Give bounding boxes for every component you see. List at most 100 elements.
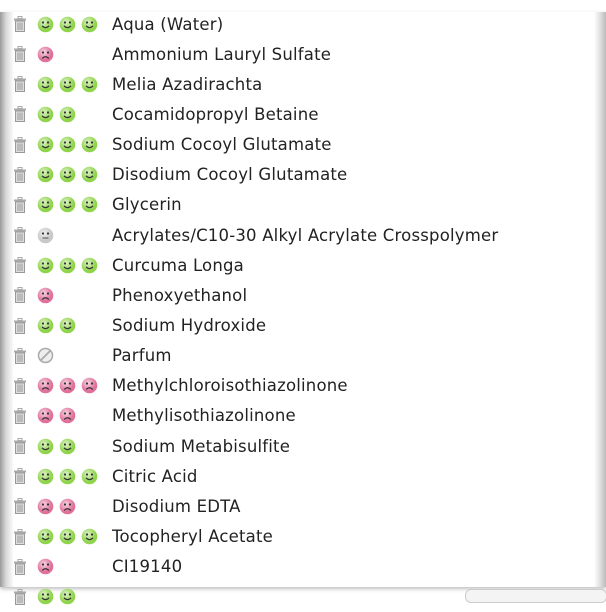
ingredient-row: Disodium EDTA: [0, 491, 600, 521]
ingredient-row: Tocopheryl Acetate: [0, 522, 600, 552]
trash-icon[interactable]: [13, 166, 27, 183]
smiley-bad-icon: [37, 407, 54, 424]
ingredient-name[interactable]: CI19140: [112, 557, 183, 577]
ingredient-name[interactable]: Glycerin: [112, 195, 182, 215]
ingredient-name[interactable]: Phenoxyethanol: [112, 285, 248, 305]
smiley-bad-icon: [37, 498, 54, 515]
ingredient-row: Parfum: [0, 341, 600, 371]
smiley-good-icon: [37, 468, 54, 485]
smiley-bad-icon: [81, 377, 98, 394]
ingredient-name[interactable]: Sodium Cocoyl Glutamate: [112, 135, 332, 155]
smiley-good-icon: [37, 528, 54, 545]
smiley-neutral-icon: [37, 227, 54, 244]
ingredient-name[interactable]: Cocamidopropyl Betaine: [112, 104, 319, 124]
trash-icon[interactable]: [13, 317, 27, 334]
smiley-bad-icon: [37, 377, 54, 394]
smiley-good-icon: [37, 438, 54, 455]
smiley-good-icon: [81, 136, 98, 153]
smiley-bad-icon: [59, 377, 76, 394]
ingredient-name[interactable]: Aqua (Water): [112, 14, 224, 34]
smiley-good-icon: [37, 588, 54, 605]
smiley-good-icon: [59, 16, 76, 33]
smiley-good-icon: [59, 588, 76, 605]
ingredient-name[interactable]: Melia Azadirachta: [112, 74, 263, 94]
ingredient-list-panel: Aqua (Water) Ammonium Lauryl Sulfate Melia…: [0, 9, 606, 605]
ingredient-name[interactable]: Ammonium Lauryl Sulfate: [112, 44, 332, 64]
trash-icon[interactable]: [13, 377, 27, 394]
ingredient-row: Ammonium Lauryl Sulfate: [0, 39, 600, 69]
ingredient-row: CI19140: [0, 552, 600, 582]
trash-icon[interactable]: [13, 257, 27, 274]
smiley-good-icon: [37, 136, 54, 153]
ingredient-row: [0, 582, 600, 612]
ingredient-name[interactable]: Sodium Hydroxide: [112, 316, 267, 335]
trash-icon[interactable]: [13, 407, 27, 424]
ingredient-row: Curcuma Longa: [0, 250, 600, 280]
smiley-good-icon: [37, 317, 54, 334]
ingredient-row: Sodium Cocoyl Glutamate: [0, 130, 600, 160]
trash-icon[interactable]: [13, 438, 27, 455]
ingredient-row: Citric Acid: [0, 461, 600, 491]
ingredient-name[interactable]: Methylchloroisothiazolinone: [112, 376, 348, 396]
ingredient-row: Methylchloroisothiazolinone: [0, 371, 600, 401]
ingredient-row: Methylisothiazolinone: [0, 401, 600, 431]
smiley-good-icon: [37, 16, 54, 33]
no-rating-icon: [37, 347, 54, 364]
smiley-bad-icon: [59, 407, 76, 424]
smiley-good-icon: [59, 76, 76, 93]
ingredient-name[interactable]: Disodium EDTA: [112, 496, 241, 516]
ingredient-name[interactable]: Tocopheryl Acetate: [112, 527, 274, 547]
trash-icon[interactable]: [13, 16, 27, 32]
ingredient-name[interactable]: Curcuma Longa: [112, 255, 244, 275]
smiley-good-icon: [37, 166, 54, 183]
smiley-good-icon: [59, 136, 76, 153]
smiley-good-icon: [37, 257, 54, 274]
smiley-bad-icon: [37, 558, 54, 575]
ingredient-row: Cocamidopropyl Betaine: [0, 99, 600, 129]
trash-icon[interactable]: [13, 227, 27, 244]
smiley-good-icon: [37, 196, 54, 213]
smiley-good-icon: [81, 257, 98, 274]
smiley-good-icon: [81, 528, 98, 545]
smiley-good-icon: [59, 166, 76, 183]
smiley-good-icon: [81, 166, 98, 183]
trash-icon[interactable]: [13, 347, 27, 364]
smiley-good-icon: [81, 16, 98, 33]
trash-icon[interactable]: [13, 46, 27, 63]
trash-icon[interactable]: [13, 196, 27, 213]
trash-icon[interactable]: [13, 468, 27, 485]
ingredient-row: Disodium Cocoyl Glutamate: [0, 160, 600, 190]
smiley-good-icon: [81, 196, 98, 213]
smiley-good-icon: [59, 438, 76, 455]
ingredient-name[interactable]: Citric Acid: [112, 466, 198, 486]
smiley-good-icon: [37, 76, 54, 93]
ingredient-name[interactable]: Methylisothiazolinone: [112, 406, 296, 426]
ingredient-row: Acrylates/C10-30 Alkyl Acrylate Crosspol…: [0, 220, 600, 250]
smiley-good-icon: [37, 106, 54, 123]
smiley-good-icon: [59, 257, 76, 274]
trash-icon[interactable]: [13, 136, 27, 153]
smiley-good-icon: [59, 106, 76, 123]
ingredient-row: Melia Azadirachta: [0, 69, 600, 99]
ingredient-row: Aqua (Water): [0, 9, 600, 39]
smiley-good-icon: [81, 468, 98, 485]
trash-icon[interactable]: [13, 558, 27, 575]
ingredient-row: Phenoxyethanol: [0, 280, 600, 310]
ingredient-name[interactable]: Sodium Metabisulfite: [112, 436, 291, 456]
trash-icon[interactable]: [13, 528, 27, 545]
trash-icon[interactable]: [13, 498, 27, 515]
smiley-bad-icon: [37, 46, 54, 63]
smiley-bad-icon: [37, 287, 54, 304]
ingredient-row: Sodium Metabisulfite: [0, 431, 600, 461]
trash-icon[interactable]: [13, 106, 27, 123]
smiley-good-icon: [59, 468, 76, 485]
trash-icon[interactable]: [13, 588, 27, 605]
smiley-good-icon: [81, 76, 98, 93]
trash-icon[interactable]: [13, 76, 27, 93]
ingredient-name[interactable]: Acrylates/C10-30 Alkyl Acrylate Crosspol…: [112, 225, 499, 245]
ingredient-name[interactable]: Disodium Cocoyl Glutamate: [112, 165, 348, 185]
ingredient-row: Sodium Hydroxide: [0, 311, 600, 341]
ingredient-name[interactable]: Parfum: [112, 346, 172, 366]
trash-icon[interactable]: [13, 287, 27, 304]
horizontal-scrollbar[interactable]: [465, 589, 606, 603]
